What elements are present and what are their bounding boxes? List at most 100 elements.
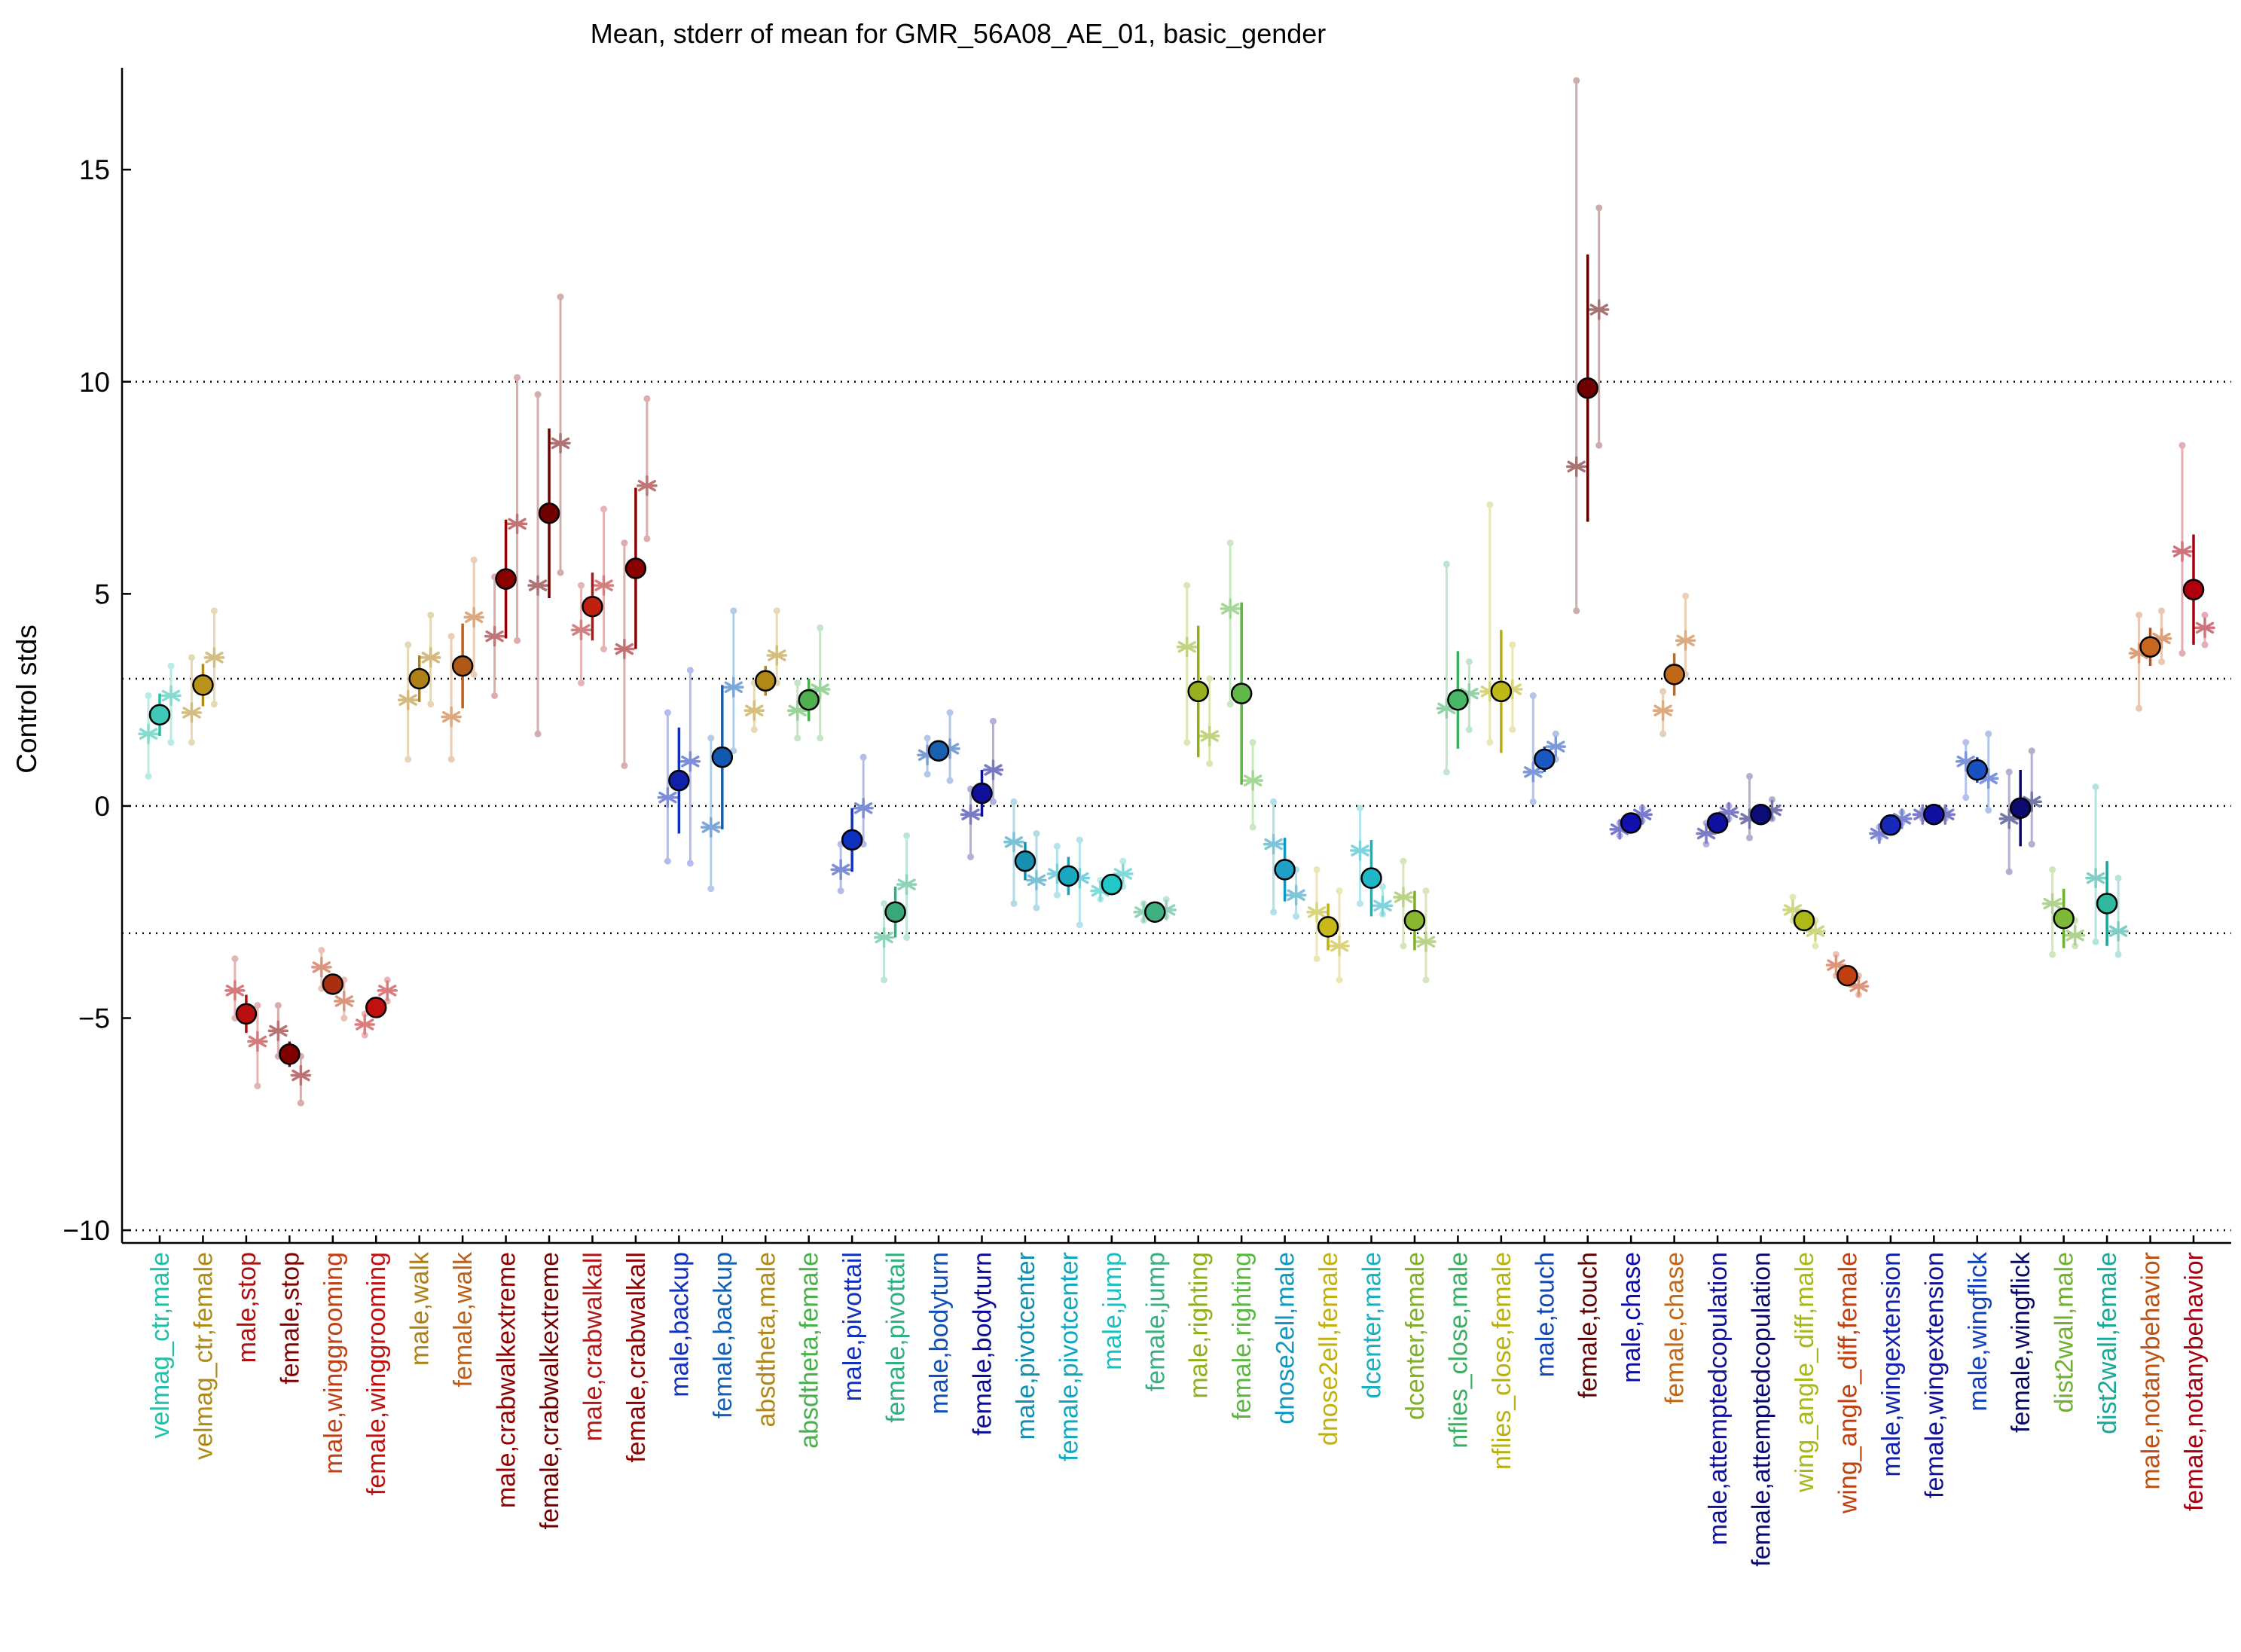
category-group bbox=[181, 607, 225, 746]
star-marker bbox=[657, 786, 679, 808]
range-end-dot bbox=[1769, 795, 1776, 803]
range-end-dot bbox=[1832, 951, 1840, 958]
star-marker bbox=[1522, 762, 1544, 783]
range-end-dot bbox=[1313, 955, 1320, 963]
range-end-dot bbox=[1226, 539, 1234, 547]
range-end-dot bbox=[686, 860, 694, 867]
range-end-dot bbox=[707, 734, 715, 742]
x-tick-label: dist2wall,male bbox=[2050, 1252, 2079, 1413]
range-end-dot bbox=[1183, 738, 1191, 746]
x-tick-label: male,walk bbox=[406, 1251, 435, 1366]
x-tick-label: velmag_ctr,female bbox=[189, 1252, 218, 1460]
mean-marker bbox=[322, 973, 344, 995]
range-end-dot bbox=[989, 717, 997, 725]
range-end-dot bbox=[340, 1015, 348, 1022]
x-tick-label: dnose2ell,female bbox=[1314, 1252, 1343, 1446]
mean-marker bbox=[1923, 803, 1945, 826]
range-end-dot bbox=[1010, 899, 1018, 907]
range-end-dot bbox=[600, 505, 607, 513]
range-end-dot bbox=[643, 395, 651, 402]
x-tick-label: female,righting bbox=[1228, 1252, 1256, 1420]
x-tick-label: female,winggrooming bbox=[362, 1252, 391, 1495]
category-group bbox=[441, 556, 484, 763]
star-marker bbox=[463, 606, 484, 628]
x-tick-label: nflies_close,male bbox=[1444, 1252, 1473, 1449]
category-group bbox=[1436, 560, 1480, 776]
x-tick-label: dcenter,female bbox=[1401, 1252, 1430, 1420]
category-group bbox=[311, 946, 355, 1022]
star-marker bbox=[2085, 867, 2106, 889]
mean-marker bbox=[1014, 850, 1037, 872]
chart-title: Mean, stderr of mean for GMR_56A08_AE_01… bbox=[591, 18, 1327, 49]
range-end-dot bbox=[1270, 908, 1278, 916]
mean-marker bbox=[192, 674, 214, 696]
star-marker bbox=[1003, 832, 1024, 853]
star-marker bbox=[1176, 636, 1198, 658]
star-marker bbox=[1588, 299, 1610, 320]
category-group bbox=[484, 374, 528, 700]
x-tick-label: male,touch bbox=[1531, 1252, 1559, 1377]
range-end-dot bbox=[1249, 738, 1256, 746]
range-end-dot bbox=[427, 701, 435, 708]
range-end-dot bbox=[1962, 794, 1970, 802]
range-end-dot bbox=[1379, 883, 1387, 890]
range-end-dot bbox=[254, 1083, 261, 1090]
range-end-dot bbox=[1659, 688, 1667, 695]
star-marker bbox=[2041, 893, 2063, 915]
range-end-dot bbox=[989, 798, 997, 805]
range-end-dot bbox=[1465, 726, 1473, 734]
mean-marker bbox=[1490, 680, 1513, 703]
x-tick-label: male,winggrooming bbox=[319, 1252, 348, 1474]
category-group bbox=[1306, 866, 1350, 984]
mean-marker bbox=[1966, 759, 1989, 781]
mean-marker bbox=[927, 740, 950, 762]
x-tick-label: male,chase bbox=[1617, 1252, 1646, 1383]
mean-marker bbox=[624, 557, 647, 579]
category-group bbox=[701, 607, 744, 893]
range-end-dot bbox=[1053, 842, 1061, 850]
star-marker bbox=[550, 432, 571, 454]
range-end-dot bbox=[1595, 204, 1603, 212]
mean-marker bbox=[1274, 859, 1296, 881]
range-end-dot bbox=[1313, 866, 1320, 873]
range-end-dot bbox=[946, 709, 954, 716]
category-group bbox=[1696, 802, 1739, 848]
category-group bbox=[614, 395, 658, 769]
x-tick-label: male,bodyturn bbox=[925, 1252, 954, 1414]
range-end-dot bbox=[924, 734, 931, 742]
x-tick-label: female,notanybehavior bbox=[2180, 1252, 2209, 1511]
range-end-dot bbox=[664, 709, 671, 716]
mean-marker bbox=[1534, 748, 1556, 771]
mean-marker bbox=[1879, 814, 1902, 836]
range-end-dot bbox=[1162, 896, 1170, 903]
star-marker bbox=[1242, 770, 1263, 791]
range-end-dot bbox=[1249, 823, 1256, 831]
range-end-dot bbox=[2158, 607, 2166, 615]
category-group bbox=[1262, 798, 1307, 920]
range-end-dot bbox=[924, 771, 931, 778]
range-end-dot bbox=[621, 762, 628, 769]
mean-marker bbox=[1230, 682, 1253, 704]
range-end-dot bbox=[1183, 582, 1191, 589]
star-marker bbox=[441, 706, 462, 728]
category-group bbox=[2128, 607, 2172, 712]
x-tick-label: female,walk bbox=[449, 1251, 478, 1388]
mean-marker bbox=[2096, 893, 2118, 915]
star-marker bbox=[1285, 884, 1307, 905]
range-end-dot bbox=[577, 679, 585, 687]
range-end-dot bbox=[470, 556, 478, 563]
star-marker bbox=[1262, 833, 1284, 855]
mean-marker bbox=[1836, 964, 1858, 987]
category-group bbox=[960, 717, 1004, 861]
range-end-dot bbox=[881, 976, 888, 984]
range-end-dot bbox=[145, 773, 152, 780]
mean-marker bbox=[2053, 907, 2075, 930]
x-tick-label: male,wingextension bbox=[1877, 1252, 1906, 1477]
star-marker bbox=[679, 751, 701, 772]
range-end-dot bbox=[643, 535, 651, 542]
category-group bbox=[1393, 857, 1436, 984]
range-end-dot bbox=[903, 832, 911, 839]
range-end-dot bbox=[794, 679, 801, 687]
star-marker bbox=[1198, 725, 1220, 747]
x-tick-label: female,wingextension bbox=[1920, 1252, 1949, 1498]
